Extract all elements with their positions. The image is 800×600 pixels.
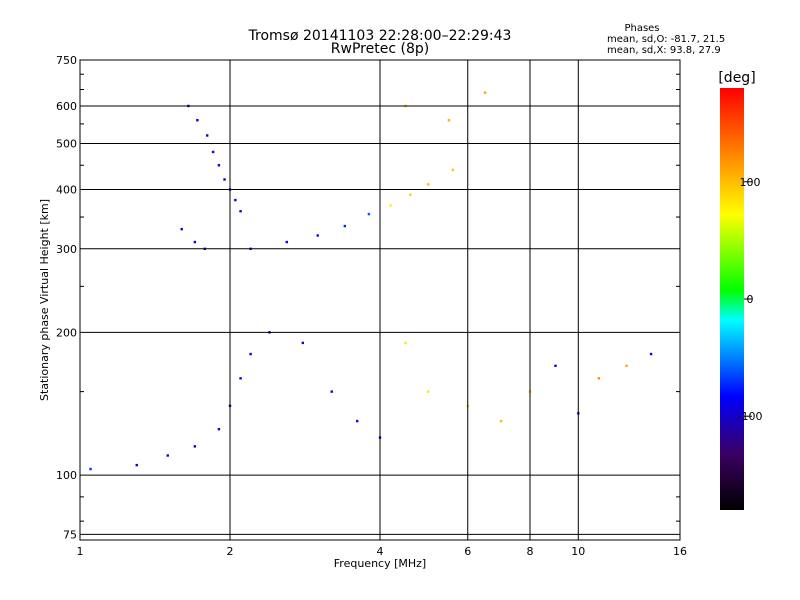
echo-point bbox=[196, 118, 199, 122]
echo-point bbox=[301, 341, 305, 345]
y-tick-label: 100 bbox=[56, 469, 77, 482]
echo-point bbox=[330, 390, 333, 393]
echo-point bbox=[389, 204, 392, 207]
echo-point bbox=[205, 134, 209, 137]
echo-point bbox=[239, 210, 242, 213]
echo-point bbox=[427, 183, 430, 186]
stats-heading: Phases bbox=[624, 23, 659, 34]
y-axis-label: Stationary phase Virtual Height [km] bbox=[38, 199, 51, 401]
echo-point bbox=[409, 193, 412, 196]
colorbar bbox=[720, 88, 744, 510]
chart-subtitle: RwPretec (8p) bbox=[331, 41, 429, 57]
echo-point bbox=[135, 463, 138, 467]
echo-point bbox=[367, 212, 371, 216]
echo-point bbox=[217, 164, 221, 167]
echo-point bbox=[211, 150, 215, 154]
y-tick-label: 500 bbox=[56, 138, 77, 151]
y-tick-label: 400 bbox=[56, 184, 77, 197]
grid-lines bbox=[80, 60, 680, 540]
echo-point bbox=[355, 419, 359, 423]
echo-point bbox=[451, 168, 455, 172]
scatter-points bbox=[89, 91, 653, 471]
echo-point bbox=[89, 467, 92, 471]
echo-point bbox=[554, 364, 557, 368]
x-axis-ticks: 1 2 4 6 8 10 16 bbox=[77, 545, 688, 558]
colorbar-ticks: 100 0 -100 bbox=[738, 176, 763, 423]
stats-x: mean, sd,X: 93.8, 27.9 bbox=[607, 45, 721, 56]
echo-point bbox=[166, 454, 169, 457]
y-tick-label: 300 bbox=[56, 243, 77, 256]
echo-point bbox=[499, 419, 503, 423]
echo-point bbox=[239, 377, 242, 380]
chart-title: Tromsø 20141103 22:28:00–22:29:43 bbox=[248, 28, 512, 44]
x-tick-label: 6 bbox=[464, 545, 471, 558]
y-axis-ticks: 75 100 200 300 400 500 600 750 bbox=[56, 54, 77, 541]
x-tick-label: 10 bbox=[571, 545, 585, 558]
x-tick-label: 1 bbox=[77, 545, 84, 558]
echo-point bbox=[193, 445, 197, 448]
stats-o: mean, sd,O: -81.7, 21.5 bbox=[607, 34, 725, 45]
echo-point bbox=[285, 240, 288, 244]
colorbar-label: [deg] bbox=[718, 70, 755, 86]
y-tick-label: 200 bbox=[56, 326, 77, 339]
x-tick-label: 4 bbox=[377, 545, 384, 558]
echo-point bbox=[217, 427, 221, 431]
echo-point bbox=[427, 390, 430, 393]
x-tick-label: 2 bbox=[227, 545, 234, 558]
plot-frame bbox=[79, 59, 681, 541]
echo-point bbox=[404, 341, 407, 345]
echo-point bbox=[234, 198, 237, 202]
y-tick-label: 600 bbox=[56, 100, 77, 113]
colorbar-tick-label: -100 bbox=[738, 410, 763, 423]
echo-point bbox=[193, 240, 197, 244]
echo-point bbox=[180, 227, 183, 231]
y-tick-label: 750 bbox=[56, 54, 77, 67]
colorbar-tick-label: 100 bbox=[740, 176, 761, 189]
colorbar-tick-label: 0 bbox=[747, 293, 754, 306]
echo-point bbox=[483, 91, 487, 94]
x-tick-label: 8 bbox=[527, 545, 534, 558]
x-axis-label: Frequency [MHz] bbox=[334, 557, 426, 570]
echo-point bbox=[597, 377, 601, 380]
echo-point bbox=[223, 178, 226, 181]
x-tick-label: 16 bbox=[673, 545, 687, 558]
echo-point bbox=[343, 224, 347, 228]
echo-point bbox=[625, 364, 628, 368]
echo-point bbox=[649, 352, 653, 356]
echo-point bbox=[316, 234, 319, 237]
echo-point bbox=[447, 118, 451, 122]
echo-point bbox=[249, 352, 252, 356]
y-tick-label: 75 bbox=[63, 528, 77, 541]
